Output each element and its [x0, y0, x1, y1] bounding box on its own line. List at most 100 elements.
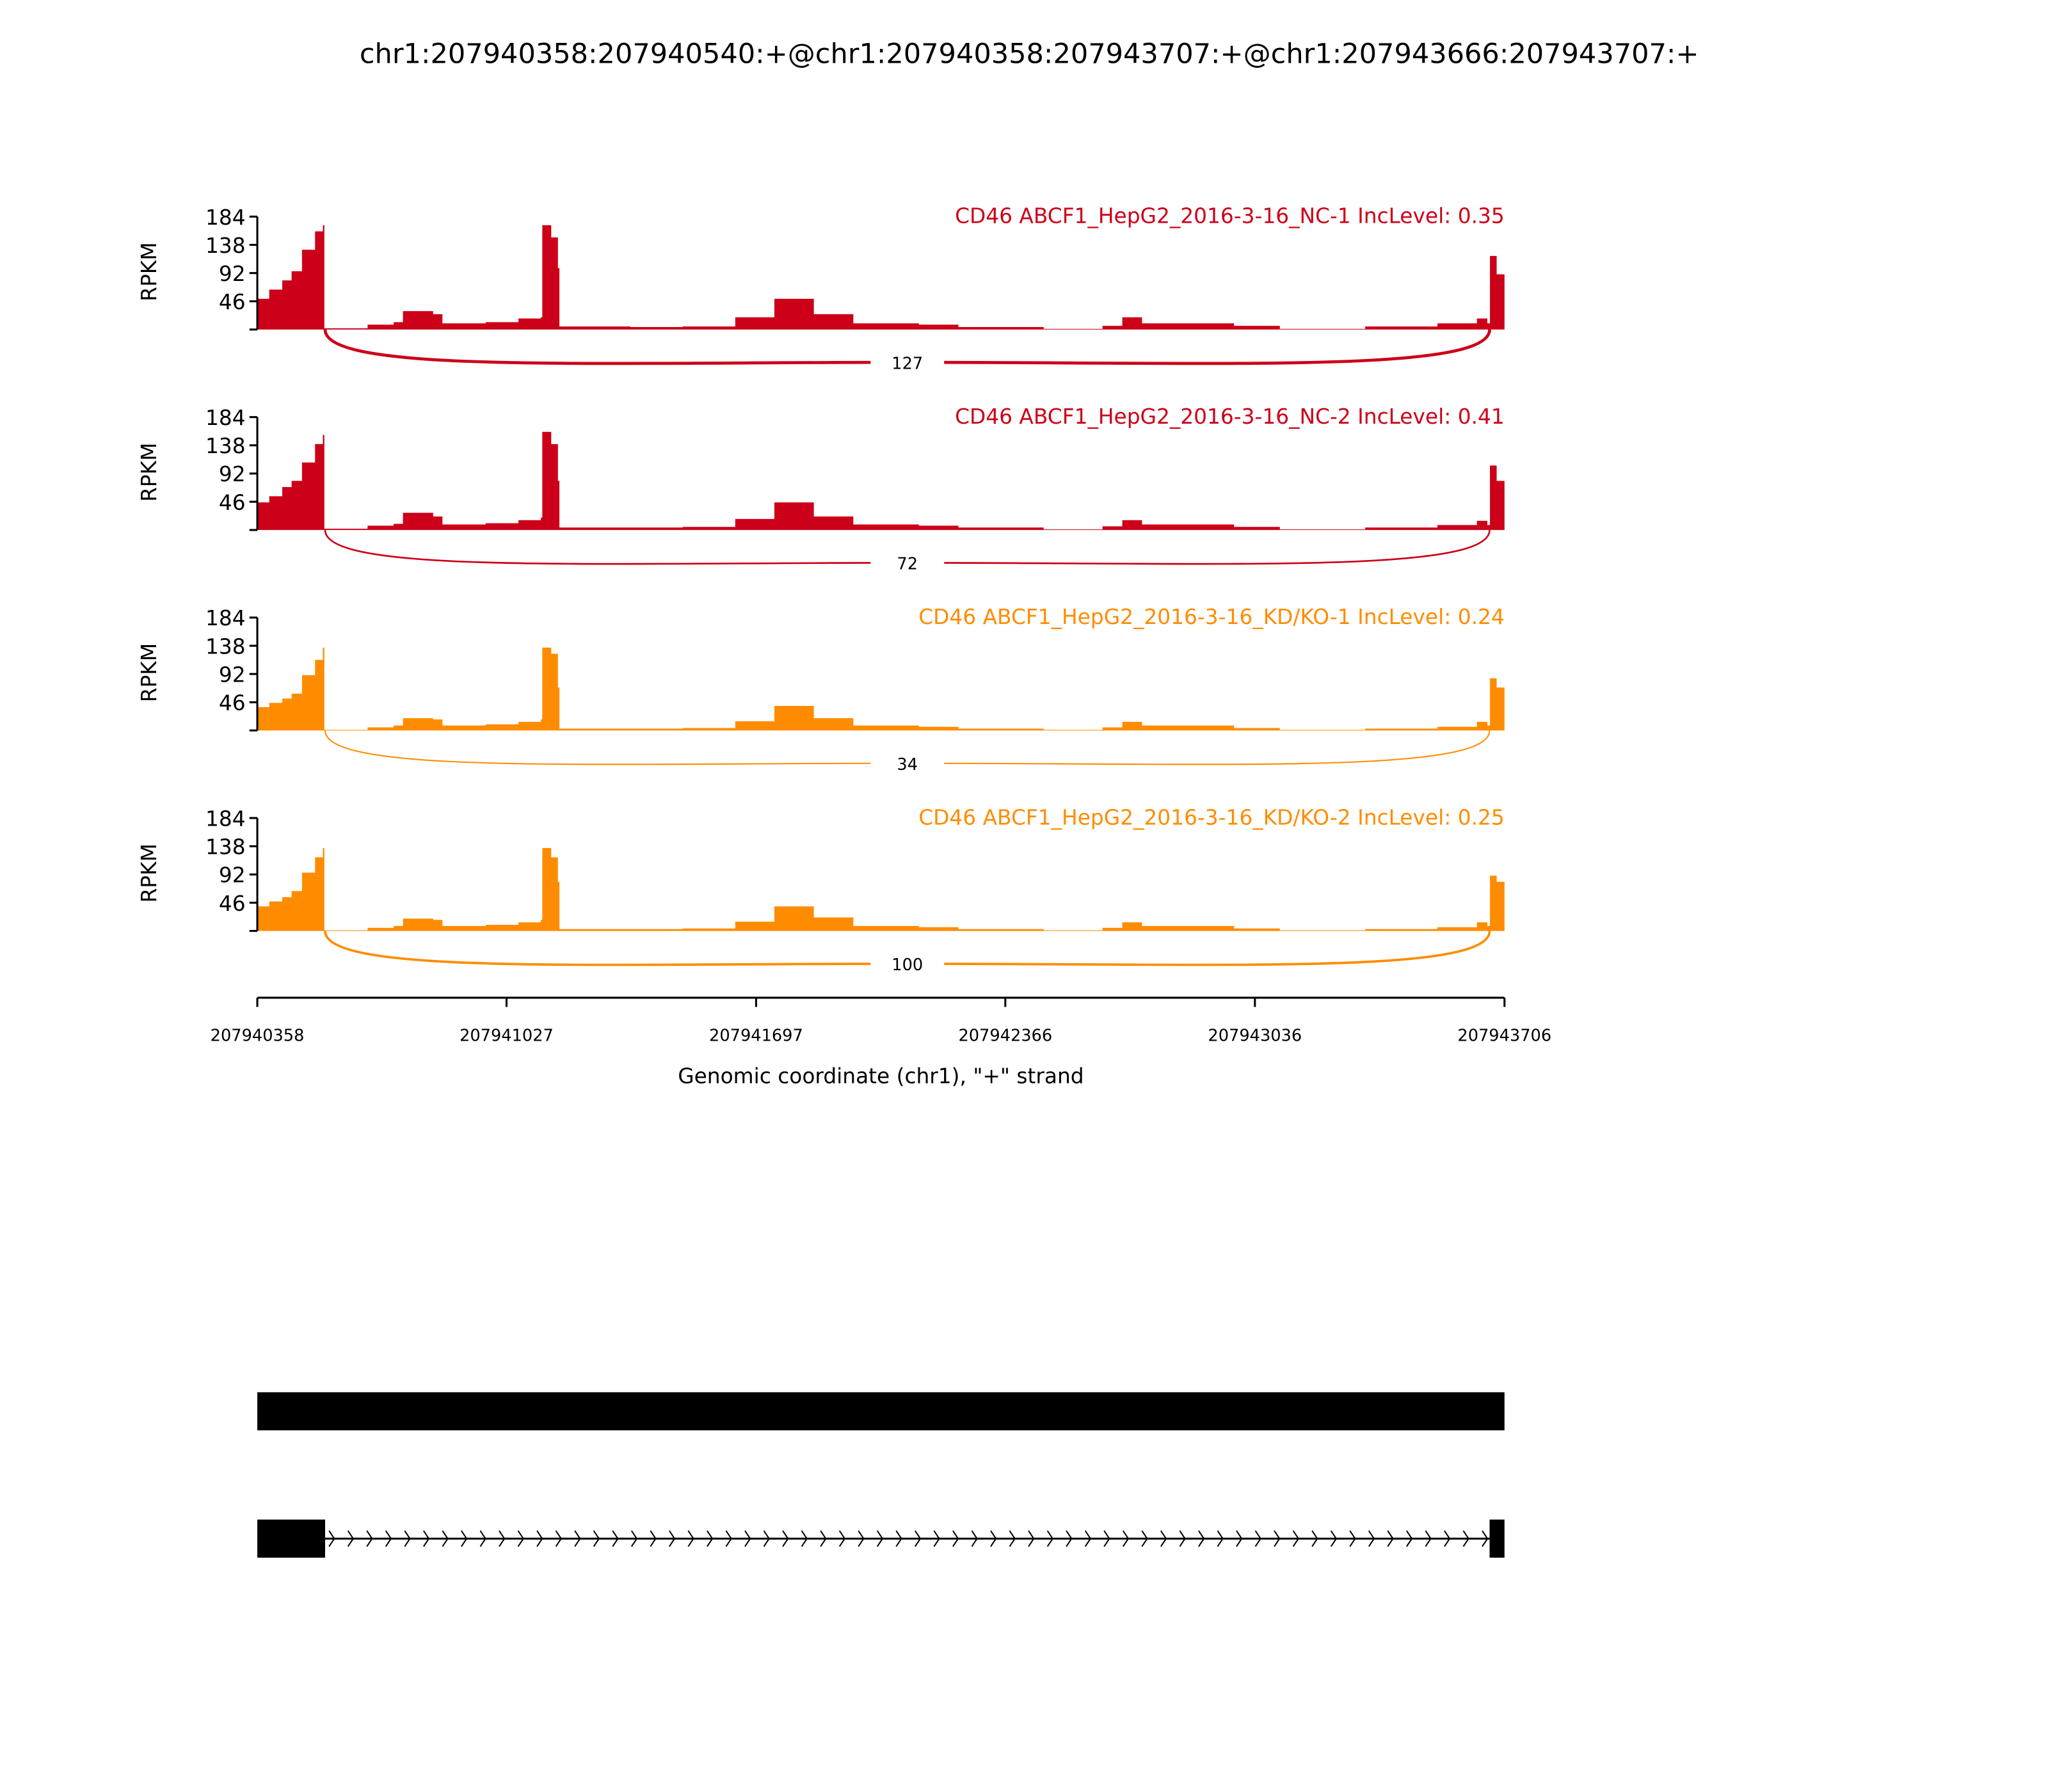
strand-arrow-icon — [744, 1530, 751, 1547]
strand-arrow-icon — [630, 1530, 638, 1547]
strand-arrow-icon — [1160, 1530, 1167, 1547]
y-tick-label: 138 — [205, 835, 246, 860]
strand-arrow-icon — [347, 1530, 355, 1547]
strand-arrow-icon — [499, 1530, 506, 1547]
strand-arrow-icon — [517, 1530, 524, 1547]
strand-arrow-icon — [1482, 1530, 1489, 1547]
y-axis-label: RPKM — [137, 643, 161, 702]
chart-title: chr1:207940358:207940540:+@chr1:20794035… — [360, 38, 1699, 70]
y-tick-label: 46 — [219, 691, 246, 716]
y-tick-label: 46 — [219, 892, 246, 916]
y-axis-label: RPKM — [137, 443, 161, 502]
junction-count: 127 — [892, 354, 923, 373]
track-2: 46 92 138 184 RPKM CD46 ABCF1_HepG2_2016-3-16… — [137, 404, 1505, 574]
strand-arrow-icon — [1084, 1530, 1092, 1547]
strand-arrow-icon — [858, 1530, 865, 1547]
track-4: 46 92 138 184 RPKM CD46 ABCF1_HepG2_2016-3-16… — [137, 805, 1505, 975]
strand-arrow-icon — [422, 1530, 430, 1547]
strand-arrow-icon — [555, 1530, 563, 1547]
transcript-2 — [257, 1519, 1505, 1558]
strand-arrow-icon — [914, 1530, 922, 1547]
y-tick-label: 138 — [205, 434, 246, 458]
y-tick-label: 184 — [205, 406, 246, 430]
junction-label-bg — [870, 753, 945, 774]
sample-label: CD46 ABCF1_HepG2_2016-3-16_NC-1 IncLevel… — [955, 204, 1505, 228]
x-tick-label: 207941697 — [709, 1027, 803, 1046]
strand-arrow-icon — [1274, 1530, 1281, 1547]
strand-arrow-icon — [763, 1530, 770, 1547]
sample-label: CD46 ABCF1_HepG2_2016-3-16_KD/KO-2 IncLe… — [918, 805, 1505, 829]
exon — [257, 1519, 325, 1558]
y-tick-label: 92 — [219, 262, 246, 286]
strand-arrow-icon — [1405, 1530, 1413, 1547]
strand-arrow-icon — [366, 1530, 373, 1547]
strand-arrow-icon — [952, 1530, 959, 1547]
y-tick-label: 46 — [219, 290, 246, 314]
y-tick-label: 92 — [219, 462, 246, 486]
strand-arrow-icon — [442, 1530, 449, 1547]
strand-arrow-icon — [1217, 1530, 1224, 1547]
strand-arrow-icon — [536, 1530, 543, 1547]
strand-arrow-icon — [687, 1530, 694, 1547]
junction-count: 100 — [892, 956, 923, 975]
strand-arrow-icon — [1103, 1530, 1110, 1547]
x-tick-label: 207940358 — [211, 1027, 305, 1046]
strand-arrow-icon — [933, 1530, 940, 1547]
strand-arrow-icon — [593, 1530, 600, 1547]
transcript-1 — [257, 1392, 1505, 1430]
strand-arrow-icon — [1198, 1530, 1205, 1547]
gene-models — [257, 1392, 1505, 1558]
strand-arrow-icon — [668, 1530, 676, 1547]
strand-arrow-icon — [612, 1530, 619, 1547]
strand-arrow-icon — [801, 1530, 808, 1547]
x-tick-label: 207941027 — [460, 1027, 554, 1046]
y-tick-label: 184 — [205, 205, 246, 230]
strand-arrow-icon — [1236, 1530, 1243, 1547]
y-axis-label: RPKM — [137, 242, 161, 301]
strand-arrow-icon — [385, 1530, 392, 1547]
strand-arrow-icon — [1425, 1530, 1432, 1547]
strand-arrow-icon — [1349, 1530, 1356, 1547]
strand-arrow-icon — [820, 1530, 827, 1547]
strand-arrow-icon — [1330, 1530, 1338, 1547]
track-1: 46 92 138 184 RPKM CD46 ABCF1_HepG2_2016-3-16… — [137, 204, 1505, 373]
strand-arrow-icon — [404, 1530, 411, 1547]
strand-arrow-icon — [574, 1530, 581, 1547]
coverage-area — [257, 848, 1505, 931]
strand-arrow-icon — [1009, 1530, 1016, 1547]
strand-arrow-icon — [1179, 1530, 1186, 1547]
y-axis-label: RPKM — [137, 844, 161, 902]
exon — [257, 1392, 1505, 1430]
strand-arrow-icon — [1046, 1530, 1054, 1547]
y-tick-label: 46 — [219, 490, 246, 515]
x-tick-label: 207942366 — [958, 1027, 1052, 1046]
strand-arrow-icon — [1462, 1530, 1469, 1547]
y-tick-label: 184 — [205, 606, 246, 630]
strand-arrow-icon — [1254, 1530, 1261, 1547]
x-axis: 207940358 207941027 207941697 207942366 2079… — [211, 996, 1551, 1046]
strand-arrow-icon — [895, 1530, 902, 1547]
junction-label-bg — [870, 552, 945, 573]
strand-arrow-icon — [1311, 1530, 1318, 1547]
strand-arrow-icon — [1368, 1530, 1375, 1547]
exon — [1489, 1519, 1505, 1558]
strand-arrow-icon — [479, 1530, 486, 1547]
y-tick-label: 184 — [205, 806, 246, 831]
sample-label: CD46 ABCF1_HepG2_2016-3-16_NC-2 IncLevel… — [955, 404, 1505, 429]
strand-arrow-icon — [725, 1530, 732, 1547]
strand-arrow-icon — [328, 1530, 335, 1547]
y-tick-label: 92 — [219, 863, 246, 888]
strand-arrow-icon — [990, 1530, 997, 1547]
y-tick-label: 92 — [219, 662, 246, 687]
x-axis-label: Genomic coordinate (chr1), "+" strand — [678, 1064, 1084, 1088]
coverage-area — [257, 225, 1505, 330]
strand-arrow-icon — [876, 1530, 884, 1547]
x-tick-label: 207943036 — [1208, 1027, 1302, 1046]
strand-arrow-icon — [971, 1530, 978, 1547]
y-tick-label: 138 — [205, 234, 246, 258]
strand-arrow-icon — [1066, 1530, 1073, 1547]
strand-arrow-icon — [1028, 1530, 1035, 1547]
coverage-area — [257, 431, 1505, 531]
strand-arrow-icon — [1292, 1530, 1300, 1547]
